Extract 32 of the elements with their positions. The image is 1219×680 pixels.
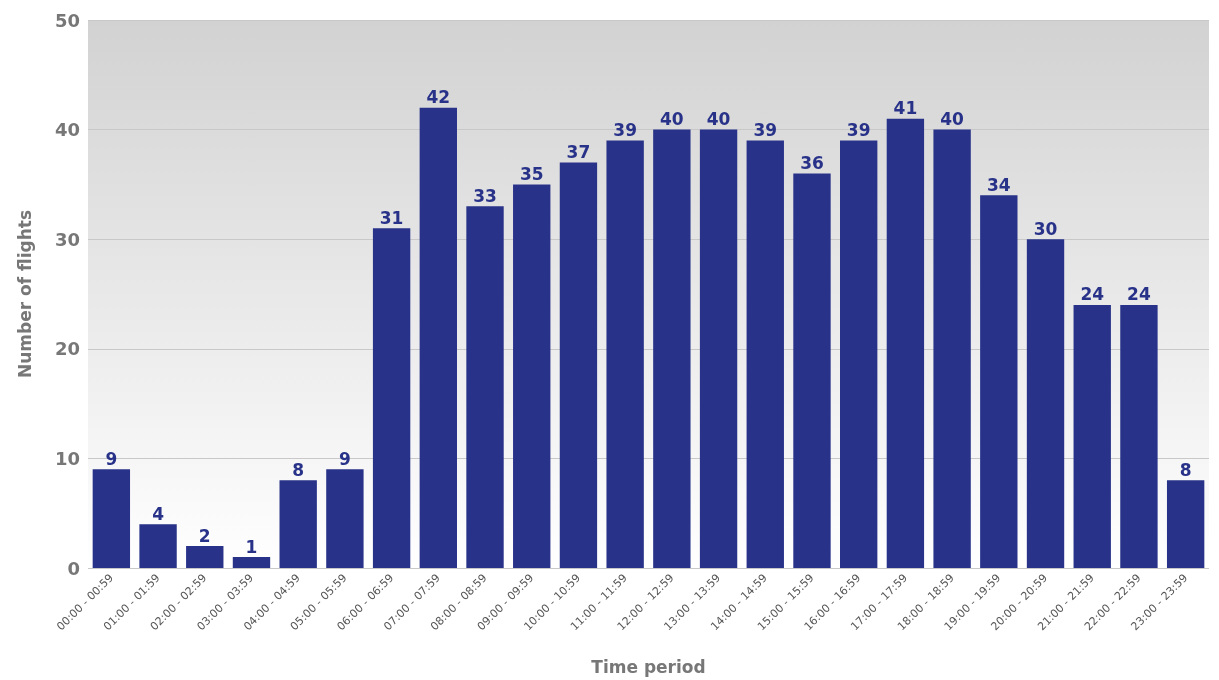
data-label: 37 xyxy=(566,141,591,162)
data-label: 40 xyxy=(706,109,731,130)
data-label: 34 xyxy=(986,174,1011,195)
data-label: 42 xyxy=(426,87,451,108)
data-label: 36 xyxy=(800,152,824,173)
y-tick-label: 40 xyxy=(54,119,80,141)
data-label: 4 xyxy=(152,503,165,524)
data-label: 30 xyxy=(1033,218,1058,239)
data-label: 39 xyxy=(846,120,871,141)
data-label: 9 xyxy=(338,448,351,469)
data-label: 41 xyxy=(893,98,918,119)
x-axis-title: Time period xyxy=(591,656,706,677)
data-label: 39 xyxy=(753,120,778,141)
y-axis-title: Number of flights xyxy=(14,210,35,378)
data-label: 1 xyxy=(245,536,258,557)
y-tick-label: 50 xyxy=(54,9,80,31)
data-label: 35 xyxy=(519,163,544,184)
y-tick-label: 10 xyxy=(54,447,80,469)
data-label: 40 xyxy=(940,109,965,130)
data-label: 2 xyxy=(198,525,211,546)
data-label: 8 xyxy=(1179,459,1192,480)
data-label: 8 xyxy=(292,459,305,480)
y-tick-label: 30 xyxy=(54,228,80,250)
data-label: 39 xyxy=(613,120,637,141)
data-label: 24 xyxy=(1080,284,1105,305)
data-label: 31 xyxy=(379,207,404,228)
y-tick-label: 20 xyxy=(54,338,80,360)
data-label: 24 xyxy=(1127,284,1151,305)
data-label: 9 xyxy=(105,448,118,469)
y-tick-label: 0 xyxy=(67,557,80,579)
data-label: 33 xyxy=(473,185,497,206)
data-label: 40 xyxy=(660,109,684,130)
